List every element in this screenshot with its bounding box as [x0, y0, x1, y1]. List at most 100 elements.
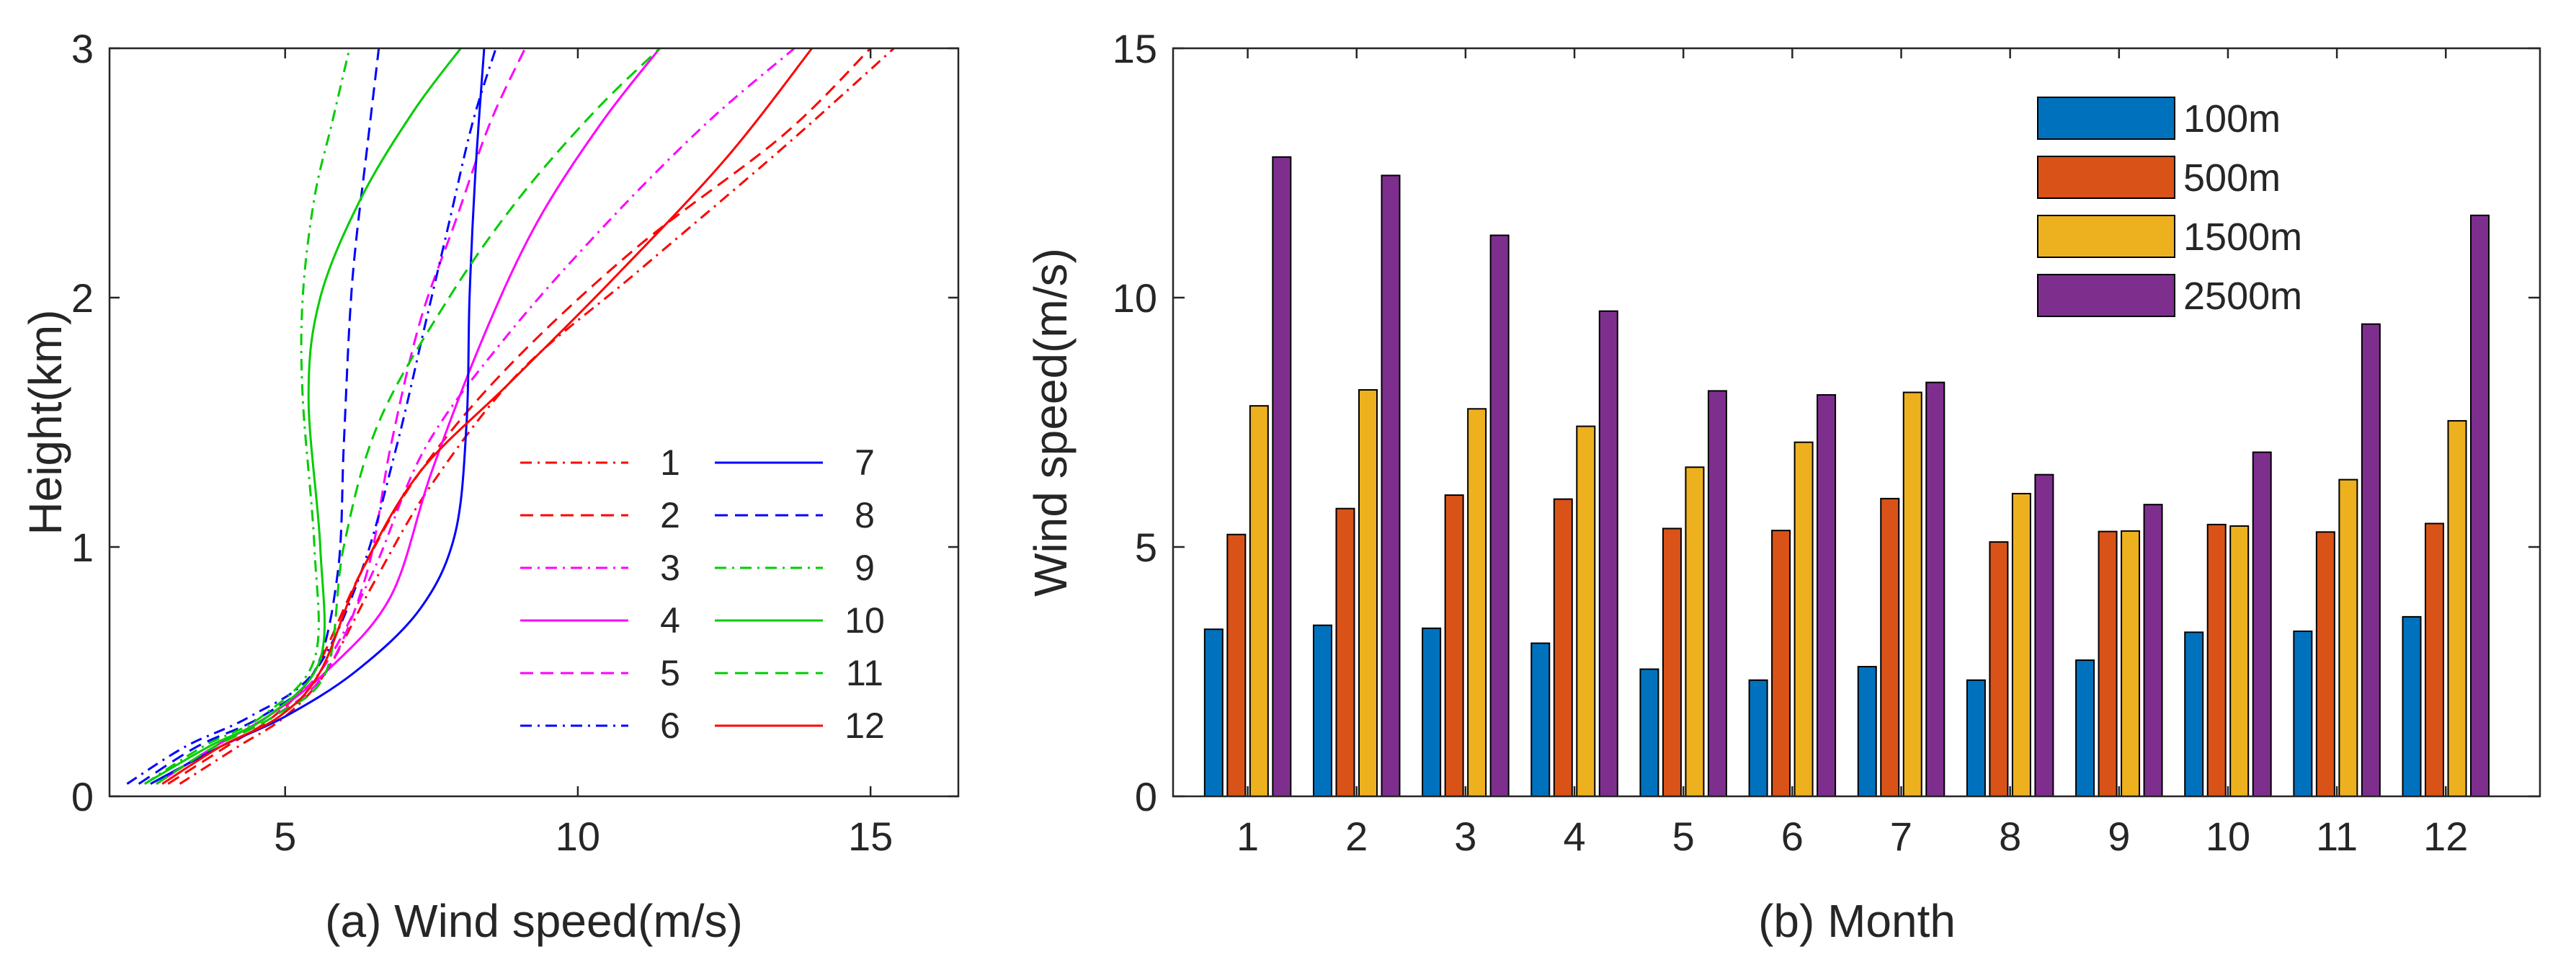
- panel-a-legend-label: 5: [660, 653, 680, 693]
- bar-month-1-100m: [1203, 628, 1224, 797]
- panel-b-xtick-label: 7: [1890, 814, 1912, 859]
- bar-month-7-2500m: [1925, 381, 1946, 797]
- panel-b-ytick-label: 15: [1113, 26, 1157, 71]
- panel-a-legend-label: 11: [846, 653, 883, 693]
- panel-b-ylabel: Wind speed(m/s): [1025, 248, 1077, 597]
- bar-month-9-500m: [2098, 530, 2118, 797]
- bar-month-6-1500m: [1793, 441, 1814, 797]
- bar-month-4-500m: [1553, 498, 1573, 797]
- bar-month-12-1500m: [2447, 419, 2467, 797]
- bar-month-3-100m: [1422, 627, 1442, 798]
- panel-b-axes-frame: [1172, 47, 2541, 798]
- bar-month-12-100m: [2402, 615, 2422, 797]
- panel-b-xtick-label: 4: [1563, 814, 1585, 859]
- bar-month-10-100m: [2184, 631, 2204, 797]
- panel-b-xtick-label: 12: [2423, 814, 2468, 859]
- bar-month-1-500m: [1226, 533, 1247, 797]
- panel-b-xtick-label: 11: [2316, 814, 2358, 859]
- panel-b-xtick-label: 10: [2206, 814, 2250, 859]
- panel-a-legend-label: 3: [660, 548, 680, 588]
- panel-a-ytick-label: 1: [71, 525, 94, 570]
- panel-a-legend-label: 9: [855, 548, 875, 588]
- bar-month-1-2500m: [1272, 156, 1292, 797]
- bar-month-9-2500m: [2143, 504, 2163, 797]
- bar-month-11-2500m: [2361, 323, 2381, 797]
- panel-a-xtick-label: 5: [274, 814, 296, 859]
- panel-b-xtick-label: 6: [1781, 814, 1804, 859]
- bar-month-9-100m: [2075, 659, 2095, 797]
- bar-month-3-1500m: [1467, 408, 1487, 797]
- bar-month-7-1500m: [1902, 391, 1922, 797]
- panel-a-ytick-label: 3: [71, 26, 94, 71]
- panel-a-legend-label: 6: [660, 706, 680, 746]
- bar-month-8-1500m: [2011, 492, 2031, 797]
- bar-month-10-500m: [2206, 523, 2227, 797]
- bar-month-11-500m: [2315, 531, 2335, 797]
- panel-a-legend-label: 8: [855, 495, 875, 535]
- bar-month-2-500m: [1335, 507, 1355, 797]
- panel-b-legend-swatch: [2037, 215, 2175, 258]
- panel-b-xlabel: (b) Month: [1758, 895, 1956, 947]
- profile-line-month-6: [126, 48, 497, 785]
- bar-month-3-2500m: [1489, 234, 1510, 797]
- bar-month-12-500m: [2425, 522, 2445, 797]
- bar-month-6-100m: [1748, 679, 1768, 797]
- panel-b-legend-swatch: [2037, 156, 2175, 199]
- bar-month-10-2500m: [2252, 451, 2272, 798]
- panel-b-ytick-label: 0: [1135, 774, 1157, 819]
- bar-month-5-500m: [1662, 528, 1682, 797]
- panel-b-ytick-label: 5: [1135, 525, 1157, 570]
- panel-a-legend-label: 7: [855, 442, 875, 483]
- profile-line-month-8: [138, 48, 380, 785]
- bar-month-7-500m: [1880, 497, 1900, 797]
- panel-a-axes-frame: [108, 47, 960, 798]
- profile-line-month-10: [143, 48, 462, 785]
- panel-a-ytick-label: 2: [71, 275, 94, 321]
- panel-b-xtick-label: 8: [1999, 814, 2021, 859]
- bar-month-4-2500m: [1598, 310, 1618, 797]
- bar-month-1-1500m: [1249, 405, 1269, 797]
- panel-a-xlabel: (a) Wind speed(m/s): [325, 895, 743, 947]
- bar-month-5-1500m: [1685, 466, 1705, 798]
- bar-month-9-1500m: [2121, 530, 2141, 798]
- panel-a-legend-label: 4: [660, 600, 680, 641]
- bar-month-3-500m: [1444, 494, 1464, 797]
- panel-a-xtick-label: 15: [848, 814, 893, 859]
- profile-line-month-1: [179, 48, 895, 785]
- bar-month-4-100m: [1530, 642, 1551, 798]
- bar-month-12-2500m: [2470, 214, 2490, 797]
- panel-b-legend: 100m 500m 1500m 2500m: [2037, 97, 2302, 318]
- panel-b-xtick-label: 9: [2108, 814, 2130, 859]
- bar-month-6-500m: [1771, 530, 1791, 797]
- profile-line-month-9: [143, 48, 351, 785]
- panel-a-legend-label: 12: [844, 706, 885, 746]
- panel-b-xtick-label: 2: [1345, 814, 1368, 859]
- panel-a-ytick-label: 0: [71, 774, 94, 819]
- profile-line-month-2: [167, 48, 872, 785]
- bar-month-11-1500m: [2338, 479, 2358, 798]
- panel-a-ylabel: Height(km): [19, 310, 71, 535]
- profile-line-month-7: [150, 48, 486, 786]
- panel-b-xtick-label: 3: [1454, 814, 1476, 859]
- profile-line-month-5: [156, 48, 527, 785]
- panel-b-legend-label: 1500m: [2183, 215, 2302, 259]
- bar-month-5-2500m: [1707, 390, 1727, 797]
- bar-month-2-2500m: [1381, 174, 1401, 797]
- bar-month-8-500m: [1989, 541, 2009, 798]
- bar-month-11-100m: [2293, 630, 2313, 797]
- panel-a-legend-label: 10: [844, 600, 885, 641]
- panel-b-bars: [1203, 156, 2490, 798]
- panel-a-legend-label: 2: [660, 495, 680, 535]
- panel-b-legend-label: 100m: [2183, 97, 2281, 141]
- bar-month-7-100m: [1857, 666, 1877, 798]
- bar-month-10-1500m: [2229, 525, 2250, 797]
- panel-b-legend-swatch: [2037, 97, 2175, 140]
- panel-a-series-lines: [126, 48, 895, 786]
- panel-b-xtick-label: 1: [1236, 814, 1259, 859]
